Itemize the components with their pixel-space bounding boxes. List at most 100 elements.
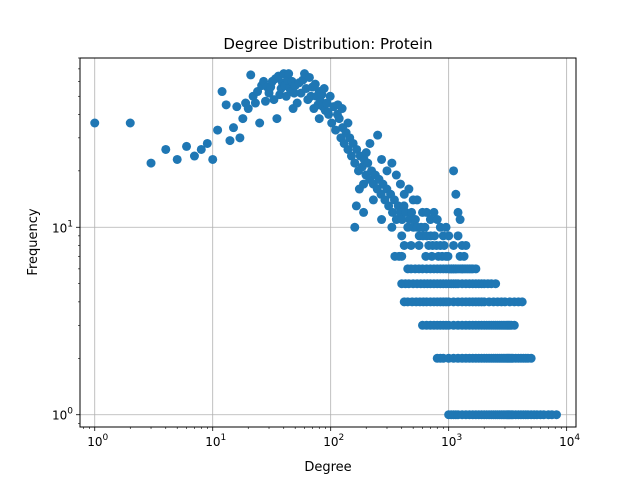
- data-point: [461, 240, 471, 250]
- data-point: [425, 215, 435, 225]
- plot-frame: [79, 57, 577, 428]
- data-point: [260, 96, 270, 106]
- data-point: [382, 166, 392, 176]
- data-point: [365, 138, 375, 148]
- data-point: [272, 114, 282, 124]
- data-point: [410, 215, 420, 225]
- data-point: [449, 240, 459, 250]
- data-point: [213, 125, 223, 135]
- data-point: [363, 158, 373, 168]
- data-point: [451, 189, 461, 199]
- data-point: [373, 130, 383, 140]
- x-tick-label-2: 102: [323, 433, 344, 449]
- data-point: [208, 154, 218, 164]
- data-point: [412, 195, 422, 205]
- data-point: [319, 84, 329, 94]
- data-point: [407, 207, 417, 217]
- data-point: [359, 207, 369, 217]
- data-point: [491, 279, 501, 289]
- data-point: [420, 222, 430, 232]
- data-point: [377, 154, 387, 164]
- data-point: [310, 79, 320, 89]
- data-point: [449, 166, 459, 176]
- y-tick-label-0: 100: [52, 407, 73, 423]
- data-point: [432, 215, 442, 225]
- data-point: [471, 264, 481, 274]
- data-point: [182, 141, 192, 151]
- data-point: [246, 70, 256, 80]
- data-point: [453, 231, 463, 241]
- data-point: [430, 231, 440, 241]
- data-point: [217, 87, 227, 97]
- y-axis-label: Frequency: [26, 208, 41, 275]
- data-point: [225, 136, 235, 146]
- data-point: [289, 88, 299, 98]
- data-point: [509, 320, 519, 330]
- data-point: [459, 251, 469, 261]
- x-tick-label-1: 101: [205, 433, 226, 449]
- data-point: [243, 104, 253, 114]
- data-point: [292, 98, 302, 108]
- data-point: [361, 148, 371, 158]
- data-point: [397, 231, 407, 241]
- data-point: [228, 123, 238, 133]
- data-point: [161, 144, 171, 154]
- data-point: [350, 222, 360, 232]
- data-point: [517, 297, 527, 307]
- data-point: [384, 201, 394, 211]
- data-point: [202, 138, 212, 148]
- y-tick-label-1: 101: [52, 219, 73, 235]
- data-point: [399, 240, 409, 250]
- data-point: [304, 72, 314, 82]
- data-point: [343, 118, 353, 128]
- data-point: [322, 98, 332, 108]
- data-point: [284, 69, 294, 79]
- data-point: [314, 114, 324, 124]
- data-point: [429, 207, 439, 217]
- data-point: [334, 114, 344, 124]
- data-point: [90, 118, 100, 128]
- data-point: [395, 179, 405, 189]
- x-tick-label-3: 103: [441, 433, 462, 449]
- data-point: [232, 102, 242, 112]
- data-points: [90, 69, 561, 420]
- data-point: [551, 410, 561, 420]
- data-point: [325, 91, 335, 101]
- data-point: [453, 207, 463, 217]
- chart-title: Degree Distribution: Protein: [223, 35, 432, 53]
- data-point: [377, 215, 387, 225]
- data-point: [455, 215, 465, 225]
- data-point: [350, 158, 360, 168]
- data-point: [391, 170, 401, 180]
- data-point: [387, 158, 397, 168]
- data-point: [189, 151, 199, 161]
- data-point: [331, 125, 341, 135]
- data-point: [172, 154, 182, 164]
- data-point: [337, 104, 347, 114]
- data-point: [404, 184, 414, 194]
- data-point: [238, 114, 248, 124]
- data-point: [368, 195, 378, 205]
- x-axis-label: Degree: [304, 460, 351, 475]
- x-tick-label-0: 100: [87, 433, 108, 449]
- data-point: [397, 215, 407, 225]
- data-point: [255, 118, 265, 128]
- data-point: [443, 251, 453, 261]
- data-point: [323, 107, 333, 117]
- data-point: [327, 118, 337, 128]
- data-point: [359, 179, 369, 189]
- data-point: [346, 151, 356, 161]
- data-point: [439, 240, 449, 250]
- data-point: [444, 231, 454, 241]
- data-point: [387, 207, 397, 217]
- data-point: [235, 133, 245, 143]
- data-point: [441, 222, 451, 232]
- data-point: [196, 144, 206, 154]
- data-point: [414, 240, 424, 250]
- data-point: [427, 251, 437, 261]
- data-point: [526, 353, 536, 363]
- data-point: [351, 201, 361, 211]
- data-point: [250, 98, 260, 108]
